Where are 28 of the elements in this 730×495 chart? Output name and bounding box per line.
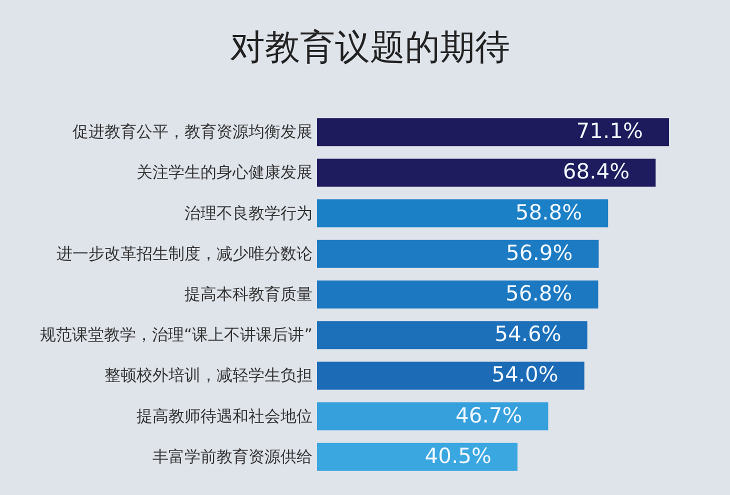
data-label: 54.6% [494,322,562,346]
y-tick-label: 提高本科教育质量 [184,284,312,304]
data-label: 40.5% [424,444,492,468]
data-label: 54.0% [492,362,558,387]
y-tick-label: 提高教师待遇和社会地位 [136,406,312,426]
y-tick-label: 进一步改革招生制度，减少唯分数论 [56,244,312,263]
data-label: 68.4% [562,160,630,184]
chart-title: 对教育议题的期待 [230,28,510,68]
bar [317,321,588,350]
y-tick-label: 治理不良教学行为 [184,203,312,222]
data-label: 58.8% [515,200,582,224]
bar [317,240,599,268]
data-label: 71.1% [576,119,643,144]
bar [317,118,669,146]
bar [317,402,548,430]
y-tick-label: 整顿校外培训，减轻学生负担 [104,366,312,385]
y-tick-label: 关注学生的身心健康发展 [136,162,312,182]
bar [317,199,608,228]
data-label: 56.8% [505,282,572,306]
bar [317,158,656,187]
y-tick-label: 丰富学前教育资源供给 [152,446,312,466]
bar [317,280,598,309]
data-label: 56.9% [506,240,573,265]
bar [317,362,584,390]
bar [317,442,518,471]
y-tick-label: 促进教育公平，教育资源均衡发展 [72,122,312,142]
y-tick-label: 规范课堂教学，治理“课上不讲课后讲” [40,325,312,344]
data-label: 46.7% [455,403,522,428]
